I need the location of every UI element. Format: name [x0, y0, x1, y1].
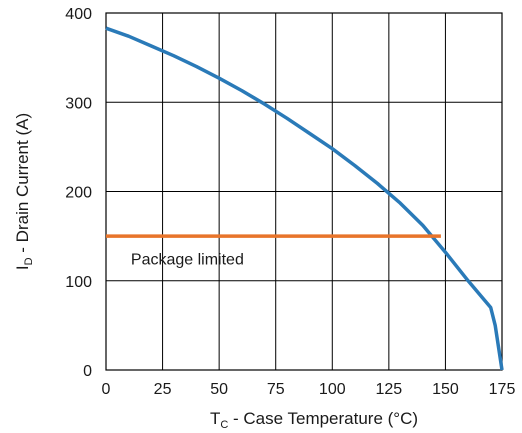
- x-tick-label: 50: [210, 381, 228, 398]
- y-tick-label: 200: [65, 185, 92, 202]
- x-tick-label: 175: [489, 381, 516, 398]
- x-tick-label: 100: [319, 381, 346, 398]
- x-tick-label: 0: [102, 381, 111, 398]
- annotation-label: Package limited: [131, 251, 244, 268]
- x-tick-label: 75: [267, 381, 285, 398]
- y-tick-label: 400: [65, 6, 92, 23]
- y-tick-label: 100: [65, 274, 92, 291]
- x-tick-label: 150: [432, 381, 459, 398]
- y-tick-label: 0: [83, 363, 92, 380]
- x-axis-title: TC - Case Temperature (°C): [210, 409, 418, 431]
- x-tick-label: 25: [154, 381, 172, 398]
- series-line-0: [105, 26, 504, 371]
- y-tick-label: 300: [65, 95, 92, 112]
- x-tick-label: 125: [376, 381, 403, 398]
- y-axis-title: ID - Drain Current (A): [13, 113, 35, 270]
